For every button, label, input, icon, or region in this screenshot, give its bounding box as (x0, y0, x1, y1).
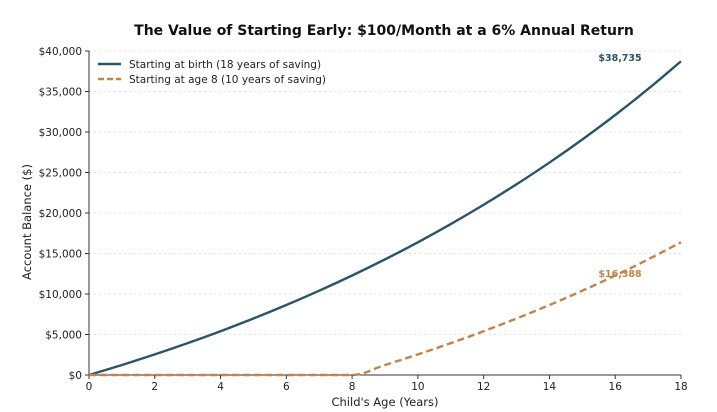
y-axis-ticks: $0 $5,000 $10,000 $15,000 $20,000 $25,000 $30,… (39, 46, 89, 382)
y-tick-label: $0 (69, 370, 82, 382)
end-labels: $38,735 $16,388 (598, 53, 642, 280)
grid-lines (89, 50, 681, 335)
series-line-birth (88, 60, 682, 377)
x-tick-label: 0 (86, 381, 93, 393)
x-tick-label: 4 (217, 381, 224, 393)
x-tick-label: 18 (674, 381, 687, 393)
x-tick-label: 2 (151, 381, 158, 393)
y-tick-label: $15,000 (39, 248, 82, 260)
y-tick-label: $25,000 (39, 167, 82, 179)
legend: Starting at birth (18 years of saving) St… (98, 59, 326, 86)
end-label-age-8: $16,388 (598, 269, 642, 280)
x-tick-label: 10 (411, 381, 424, 393)
y-axis-label: Account Balance ($) (20, 164, 34, 280)
x-tick-label: 6 (283, 381, 290, 393)
series-lines (88, 60, 682, 377)
end-label-birth: $38,735 (598, 53, 641, 64)
legend-entry: Starting at age 8 (10 years of saving) (129, 74, 326, 86)
x-tick-label: 12 (477, 381, 490, 393)
y-tick-label: $35,000 (39, 86, 82, 98)
chart-title: The Value of Starting Early: $100/Month … (134, 23, 634, 39)
legend-entry: Starting at birth (18 years of saving) (129, 59, 321, 71)
x-axis-ticks: 0 2 4 6 8 10 12 14 16 18 (86, 375, 688, 393)
x-tick-label: 8 (349, 381, 356, 393)
y-tick-label: $30,000 (39, 127, 82, 139)
x-tick-label: 14 (543, 381, 557, 393)
y-tick-label: $20,000 (39, 208, 82, 220)
y-tick-label: $40,000 (39, 46, 82, 58)
series-line-age-8 (89, 241, 682, 377)
y-tick-label: $10,000 (39, 289, 82, 301)
x-tick-label: 16 (609, 381, 623, 393)
x-axis-label: Child's Age (Years) (331, 395, 438, 409)
y-tick-label: $5,000 (45, 329, 82, 341)
